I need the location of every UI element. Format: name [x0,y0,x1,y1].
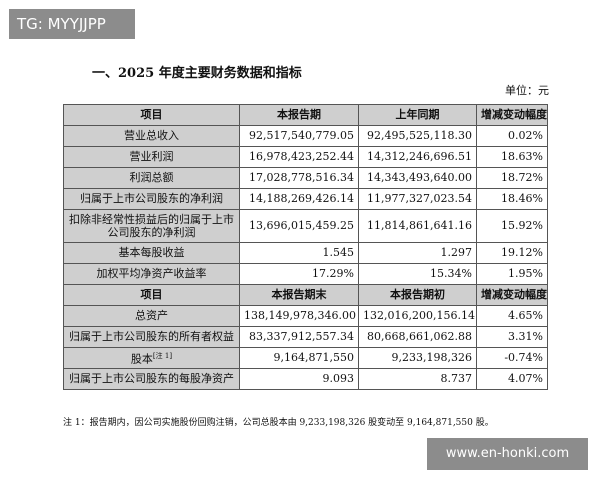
header-item: 项目 [63,104,240,126]
row-change-value: 15.92% [476,209,548,243]
table-row: 归属于上市公司股东的每股净资产 9.093 8.737 4.07% [63,368,548,390]
row-label-text: 股本 [130,352,153,366]
table-row: 扣除非经常性损益后的归属于上市公司股东的净利润 13,696,015,459.2… [63,209,548,243]
row-label: 总资产 [63,305,240,327]
footnote-marker: [注 1] [152,352,173,361]
row-label: 利润总额 [63,167,240,189]
table-row: 基本每股收益 1.545 1.297 19.12% [63,242,548,264]
watermark-tag: TG: MYYJJPP [9,9,135,39]
row-change-value: 18.72% [476,167,548,189]
row-change-value: 18.63% [476,146,548,168]
row-prior-value: 15.34% [358,263,477,285]
row-prior-value: 11,977,327,023.54 [358,188,477,210]
header-prior-period: 上年同期 [358,104,477,126]
row-change-value: 4.65% [476,305,548,327]
table-row: 归属于上市公司股东的净利润 14,188,269,426.14 11,977,3… [63,188,548,210]
row-change-value: -0.74% [476,347,548,369]
row-prior-value: 92,495,525,118.30 [358,125,477,147]
row-prior-value: 14,343,493,640.00 [358,167,477,189]
row-current-value: 92,517,540,779.05 [239,125,359,147]
section-title: 一、2025 年度主要财务数据和指标 [92,66,302,81]
header-item: 项目 [63,284,240,306]
row-prior-value: 9,233,198,326 [358,347,477,369]
row-current-value: 138,149,978,346.00 [239,305,359,327]
header-change: 增减变动幅度 [476,104,548,126]
row-current-value: 13,696,015,459.25 [239,209,359,243]
row-current-value: 14,188,269,426.14 [239,188,359,210]
table-header-row: 项目 本报告期末 本报告期初 增减变动幅度 [63,284,548,306]
row-label: 归属于上市公司股东的每股净资产 [63,368,240,390]
row-change-value: 4.07% [476,368,548,390]
row-current-value: 1.545 [239,242,359,264]
row-label: 基本每股收益 [63,242,240,264]
row-prior-value: 1.297 [358,242,477,264]
table-header-row: 项目 本报告期 上年同期 增减变动幅度 [63,104,548,126]
row-label: 归属于上市公司股东的所有者权益 [63,326,240,348]
table-row: 营业总收入 92,517,540,779.05 92,495,525,118.3… [63,125,548,147]
header-period-start: 本报告期初 [358,284,477,306]
row-label: 扣除非经常性损益后的归属于上市公司股东的净利润 [63,209,240,243]
table-row: 利润总额 17,028,778,516.34 14,343,493,640.00… [63,167,548,189]
row-change-value: 3.31% [476,326,548,348]
table-row: 归属于上市公司股东的所有者权益 83,337,912,557.34 80,668… [63,326,548,348]
header-change: 增减变动幅度 [476,284,548,306]
unit-label: 单位：元 [505,84,549,97]
financial-data-table: 项目 本报告期 上年同期 增减变动幅度 营业总收入 92,517,540,779… [63,104,548,390]
footnote: 注 1：报告期内，因公司实施股份回购注销，公司总股本由 9,233,198,32… [63,418,494,428]
row-prior-value: 80,668,661,062.88 [358,326,477,348]
row-current-value: 83,337,912,557.34 [239,326,359,348]
table-row: 营业利润 16,978,423,252.44 14,312,246,696.51… [63,146,548,168]
row-prior-value: 11,814,861,641.16 [358,209,477,243]
row-label: 营业利润 [63,146,240,168]
row-label: 归属于上市公司股东的净利润 [63,188,240,210]
row-current-value: 9.093 [239,368,359,390]
row-change-value: 0.02% [476,125,548,147]
row-current-value: 17,028,778,516.34 [239,167,359,189]
row-change-value: 19.12% [476,242,548,264]
row-current-value: 9,164,871,550 [239,347,359,369]
header-period-end: 本报告期末 [239,284,359,306]
row-label: 营业总收入 [63,125,240,147]
row-current-value: 17.29% [239,263,359,285]
footer-watermark: www.en-honki.com [427,438,588,470]
row-prior-value: 8.737 [358,368,477,390]
row-prior-value: 14,312,246,696.51 [358,146,477,168]
row-current-value: 16,978,423,252.44 [239,146,359,168]
table-row: 股本[注 1] 9,164,871,550 9,233,198,326 -0.7… [63,347,548,369]
row-change-value: 18.46% [476,188,548,210]
table-row: 总资产 138,149,978,346.00 132,016,200,156.1… [63,305,548,327]
row-label: 股本[注 1] [63,347,240,369]
header-current-period: 本报告期 [239,104,359,126]
row-prior-value: 132,016,200,156.14 [358,305,477,327]
table-row: 加权平均净资产收益率 17.29% 15.34% 1.95% [63,263,548,285]
row-label: 加权平均净资产收益率 [63,263,240,285]
row-change-value: 1.95% [476,263,548,285]
